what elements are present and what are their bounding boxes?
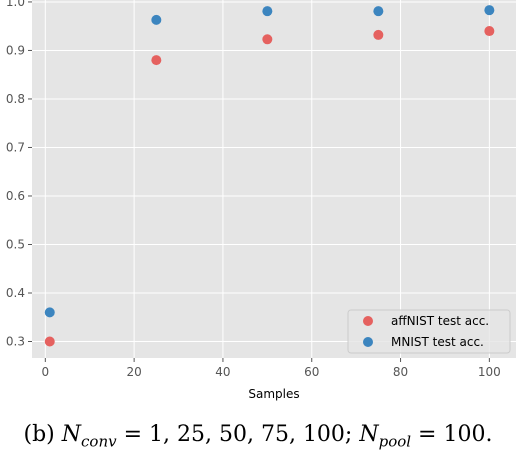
data-points xyxy=(44,5,495,347)
legend: affNIST test acc. MNIST test acc. xyxy=(347,309,511,354)
y-tick-label: 0.3 xyxy=(6,335,25,349)
affnist-point xyxy=(373,29,384,40)
x-tick-label: 100 xyxy=(478,365,501,379)
legend-marker-mnist xyxy=(363,337,373,347)
legend-box xyxy=(347,309,511,354)
mnist-point xyxy=(373,6,384,17)
axis-ticks: 0 20 40 60 80 100 0.3 0.4 0.5 0.6 0.7 0.8 0.9 1.0 xyxy=(6,0,501,379)
y-tick-label: 0.7 xyxy=(6,140,25,154)
x-tick-label: 60 xyxy=(304,365,319,379)
y-tick-label: 1.0 xyxy=(6,0,25,9)
affnist-point xyxy=(44,336,55,347)
scatter-chart: 0 20 40 60 80 100 0.3 0.4 0.5 0.6 0.7 0.8 0.9 1.0 Sam… xyxy=(6,0,516,401)
x-tick-label: 40 xyxy=(215,365,230,379)
legend-label-mnist: MNIST test acc. xyxy=(391,335,484,349)
mnist-point xyxy=(151,14,162,25)
figure-caption: (b) Nconv = 1, 25, 50, 75, 100; Npool = … xyxy=(23,422,493,451)
mnist-point xyxy=(484,5,495,16)
affnist-point xyxy=(484,26,495,37)
affnist-point xyxy=(262,34,273,45)
x-axis-label: Samples xyxy=(248,387,299,401)
x-tick-label: 20 xyxy=(126,365,141,379)
x-tick-label: 80 xyxy=(393,365,408,379)
y-tick-label: 0.6 xyxy=(6,189,25,203)
x-tick-label: 0 xyxy=(42,365,50,379)
legend-label-affnist: affNIST test acc. xyxy=(391,314,489,328)
y-tick-label: 0.9 xyxy=(6,43,25,57)
legend-marker-affnist xyxy=(363,316,373,326)
plot-area xyxy=(32,0,516,358)
y-tick-label: 0.4 xyxy=(6,286,25,300)
mnist-point xyxy=(44,307,55,318)
y-tick-label: 0.5 xyxy=(6,237,25,251)
mnist-point xyxy=(262,6,273,17)
y-tick-label: 0.8 xyxy=(6,92,25,106)
affnist-point xyxy=(151,55,162,66)
gridlines xyxy=(32,0,516,358)
